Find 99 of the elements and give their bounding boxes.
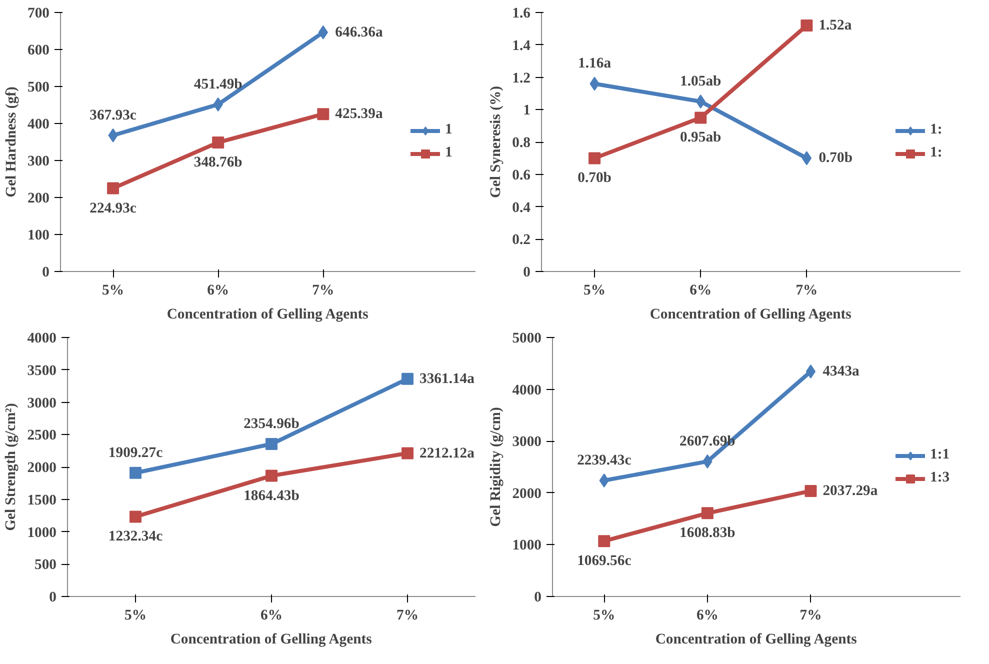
data-label: 0.70b bbox=[818, 150, 852, 166]
y-tick-label: 1000 bbox=[27, 524, 56, 541]
data-label: 348.76b bbox=[194, 154, 242, 170]
y-tick-label: 1500 bbox=[27, 492, 56, 508]
data-label: 425.39a bbox=[335, 106, 384, 122]
y-tick-label: 4000 bbox=[27, 330, 56, 346]
data-label: 367.93c bbox=[90, 107, 137, 124]
x-tick-label: 6% bbox=[207, 282, 230, 298]
legend-label: 1:1 bbox=[930, 446, 950, 464]
y-axis-title: Gel Strength (g/cm²) bbox=[3, 402, 20, 531]
data-label: 224.93c bbox=[90, 200, 137, 216]
data-label: 0.95ab bbox=[680, 130, 722, 146]
y-tick-label: 0 bbox=[523, 264, 530, 280]
x-tick-label: 7% bbox=[396, 608, 418, 624]
y-axis-title: Gel Rigidity (g/cm) bbox=[488, 407, 504, 527]
point bbox=[130, 510, 142, 523]
data-label: 1232.34c bbox=[108, 528, 164, 545]
point bbox=[212, 136, 224, 148]
y-tick-label: 0.8 bbox=[512, 135, 531, 151]
x-tick-label: 5% bbox=[584, 282, 606, 298]
data-label: 1909.27c bbox=[108, 444, 164, 461]
y-tick-label: 3500 bbox=[27, 362, 56, 379]
x-axis-title: Concentration of Gelling Agents bbox=[650, 306, 852, 322]
y-tick-label: 2500 bbox=[27, 428, 56, 444]
y-tick-label: 2000 bbox=[512, 486, 542, 502]
y-tick-label: 3000 bbox=[27, 395, 56, 412]
data-label: 4343a bbox=[822, 364, 860, 380]
y-tick-label: 700 bbox=[28, 6, 50, 22]
y-tick-label: 0.6 bbox=[512, 167, 531, 184]
data-label: 1.05ab bbox=[680, 74, 722, 90]
x-tick-label: 6% bbox=[260, 608, 282, 624]
x-tick-label: 5% bbox=[102, 282, 124, 298]
legend-label: 1: bbox=[930, 144, 944, 162]
y-tick-label: 200 bbox=[28, 190, 50, 206]
x-tick-label: 7% bbox=[800, 608, 822, 624]
point bbox=[802, 151, 812, 166]
point bbox=[800, 19, 813, 32]
y-tick-label: 4000 bbox=[512, 382, 542, 398]
y-tick-label: 2000 bbox=[27, 460, 56, 476]
data-label: 1.52a bbox=[818, 17, 852, 34]
y-tick-label: 400 bbox=[28, 116, 50, 132]
point bbox=[266, 470, 278, 482]
y-tick-label: 500 bbox=[28, 80, 50, 96]
data-label: 1608.83b bbox=[680, 525, 736, 542]
y-tick-label: 5000 bbox=[512, 330, 542, 346]
point bbox=[317, 108, 330, 120]
data-label: 2239.43c bbox=[577, 452, 632, 468]
y-tick-label: 1.6 bbox=[512, 6, 531, 22]
data-label: 0.70b bbox=[578, 170, 612, 186]
y-axis-title: Gel Hardness (gf) bbox=[4, 86, 20, 198]
y-tick-label: 0.4 bbox=[512, 200, 532, 216]
y-tick-label: 0 bbox=[534, 590, 542, 606]
point bbox=[402, 447, 414, 460]
x-tick-label: 6% bbox=[696, 608, 718, 624]
x-axis-title: Concentration of Gelling Agents bbox=[166, 306, 369, 322]
y-axis-title: Gel Syneresis (%) bbox=[488, 86, 504, 198]
y-tick-label: 100 bbox=[28, 228, 50, 244]
x-axis-title: Concentration of Gelling Agents bbox=[170, 632, 372, 648]
point bbox=[804, 484, 817, 497]
x-tick-label: 5% bbox=[593, 608, 616, 624]
y-tick-label: 0 bbox=[49, 590, 56, 606]
point bbox=[107, 182, 120, 194]
data-label: 2212.12a bbox=[420, 445, 476, 462]
y-tick-label: 0 bbox=[42, 264, 50, 280]
point bbox=[599, 474, 609, 488]
legend-label: 1 bbox=[445, 122, 454, 138]
legend-label: 1 bbox=[445, 144, 454, 162]
y-tick-label: 1.4 bbox=[512, 38, 532, 54]
point bbox=[598, 535, 610, 548]
data-label: 646.36a bbox=[335, 24, 384, 40]
y-tick-label: 500 bbox=[34, 557, 56, 574]
x-tick-label: 7% bbox=[312, 282, 334, 298]
y-tick-label: 3000 bbox=[512, 434, 542, 450]
point bbox=[694, 112, 707, 124]
y-tick-label: 1 bbox=[523, 102, 530, 119]
x-tick-label: 7% bbox=[796, 282, 818, 298]
data-label: 3361.14a bbox=[420, 370, 476, 387]
point bbox=[806, 364, 816, 379]
point bbox=[701, 507, 714, 520]
y-tick-label: 600 bbox=[28, 42, 50, 58]
point bbox=[588, 152, 601, 164]
y-tick-label: 0.2 bbox=[512, 232, 531, 248]
legend-label: 1:3 bbox=[930, 470, 950, 486]
y-tick-label: 1.2 bbox=[512, 70, 531, 86]
data-label: 451.49b bbox=[194, 76, 242, 92]
y-tick-label: 1000 bbox=[512, 538, 542, 554]
x-axis-title: Concentration of Gelling Agents bbox=[655, 632, 858, 648]
point bbox=[130, 466, 142, 479]
data-label: 1.16a bbox=[578, 56, 612, 72]
x-tick-label: 5% bbox=[124, 608, 146, 624]
point bbox=[402, 372, 414, 385]
legend-label: 1: bbox=[930, 122, 944, 138]
data-label: 2354.96b bbox=[244, 416, 300, 432]
y-tick-label: 300 bbox=[28, 154, 50, 170]
data-label: 1864.43b bbox=[244, 488, 300, 504]
data-label: 1069.56c bbox=[577, 553, 632, 570]
x-tick-label: 6% bbox=[690, 282, 712, 298]
data-label: 2037.29a bbox=[822, 482, 878, 499]
point bbox=[266, 438, 278, 450]
